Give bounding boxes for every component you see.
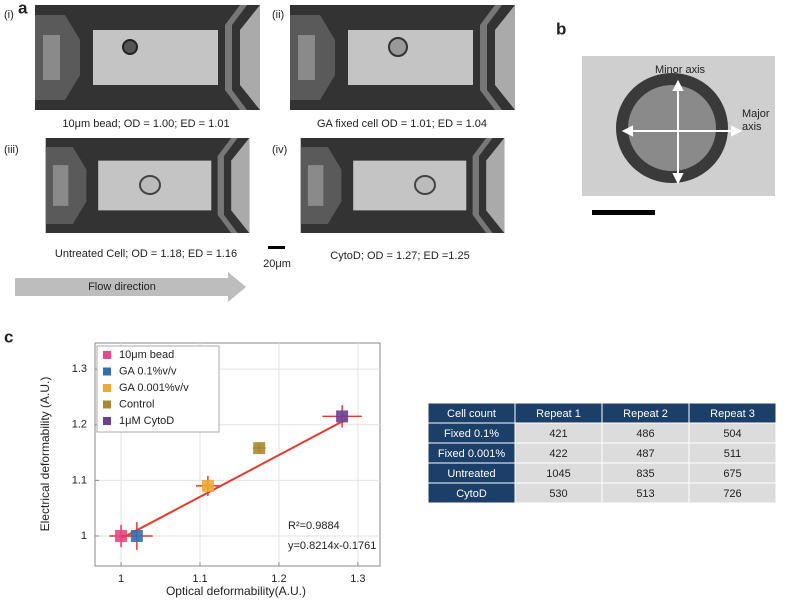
y-axis-title: Electrical deformability (A.U.) bbox=[38, 377, 52, 532]
scale-label: 20μm bbox=[263, 258, 291, 270]
fit-line bbox=[120, 418, 347, 540]
micrograph bbox=[290, 5, 515, 110]
table-text: 422 bbox=[549, 448, 567, 460]
image-label: (ii) bbox=[272, 9, 284, 21]
table-text: Repeat 1 bbox=[536, 408, 581, 420]
table-text: Repeat 3 bbox=[710, 408, 755, 420]
y-tick-label: 1.2 bbox=[72, 419, 87, 431]
legend-swatch bbox=[103, 400, 111, 409]
micrograph bbox=[35, 5, 260, 110]
x-tick-label: 1.1 bbox=[192, 573, 207, 585]
axes-arrows bbox=[621, 79, 743, 185]
axis-name: Minor axis bbox=[655, 64, 706, 76]
table: Cell count Repeat 1 Repeat 2 Repeat 3 Fixed … bbox=[427, 402, 777, 504]
axis-name: Major bbox=[742, 108, 770, 120]
caption: 10μm bead; OD = 1.00; ED = 1.01 bbox=[62, 118, 229, 130]
table-text: 675 bbox=[723, 468, 741, 480]
micrograph bbox=[300, 138, 505, 233]
flow-arrow bbox=[15, 272, 246, 302]
x-tick-label: 1.2 bbox=[271, 573, 286, 585]
marker bbox=[201, 479, 214, 492]
caption: GA fixed cell OD = 1.01; ED = 1.04 bbox=[317, 118, 487, 130]
annotation: R²=0.9884 bbox=[288, 520, 340, 532]
table-text: 835 bbox=[636, 468, 654, 480]
table-text: CytoD bbox=[456, 488, 487, 500]
marker bbox=[130, 529, 143, 542]
table-text: 421 bbox=[549, 428, 567, 440]
legend-swatch bbox=[103, 417, 111, 425]
table-text: 511 bbox=[724, 448, 742, 460]
image-label: (iv) bbox=[272, 144, 287, 156]
legend-label: 1μM CytoD bbox=[119, 415, 174, 427]
x-tick-label: 1.3 bbox=[350, 573, 365, 585]
caption: CytoD; OD = 1.27; ED =1.25 bbox=[330, 250, 469, 262]
image-label: (iii) bbox=[4, 144, 19, 156]
chart: 1 1.1 1.2 1.3 1 1.1 1.2 1.3 10μm bead GA 0.1%v/v G… bbox=[72, 343, 380, 585]
table-text: 1045 bbox=[546, 468, 570, 480]
plot-frame bbox=[94, 342, 381, 567]
legend-label: Control bbox=[119, 398, 154, 410]
table-text: Fixed 0.1% bbox=[444, 428, 499, 440]
panel-label: b bbox=[556, 19, 566, 38]
y-tick-label: 1 bbox=[81, 530, 87, 542]
table-text: 513 bbox=[636, 488, 654, 500]
x-axis-title: Optical deformability(A.U.) bbox=[166, 584, 306, 598]
scale-bar bbox=[268, 246, 285, 249]
flow-label: Flow direction bbox=[88, 281, 156, 293]
legend-swatch bbox=[103, 351, 111, 359]
table-text: Fixed 0.001% bbox=[438, 448, 505, 460]
image-label: (i) bbox=[4, 9, 14, 21]
marker bbox=[253, 442, 266, 455]
panel-label: a bbox=[18, 0, 28, 17]
table-text: Cell count bbox=[447, 408, 496, 420]
legend-swatch bbox=[103, 367, 111, 376]
marker bbox=[336, 410, 349, 423]
caption: Untreated Cell; OD = 1.18; ED = 1.16 bbox=[55, 248, 237, 260]
x-tick-label: 1 bbox=[118, 573, 124, 585]
micrograph bbox=[45, 138, 250, 233]
table-cell bbox=[688, 482, 777, 504]
legend-label: GA 0.001%v/v bbox=[119, 382, 189, 394]
axis-name: axis bbox=[742, 121, 762, 133]
cell bbox=[616, 73, 728, 183]
scale-bar bbox=[592, 210, 655, 215]
table-text: 726 bbox=[723, 488, 741, 500]
y-tick-label: 1.3 bbox=[72, 363, 87, 375]
table-text: Repeat 2 bbox=[623, 408, 668, 420]
panel-label: c bbox=[4, 327, 13, 346]
legend-label: GA 0.1%v/v bbox=[119, 365, 177, 377]
annotation: y=0.8214x-0.1761 bbox=[288, 540, 376, 552]
legend-box bbox=[96, 345, 220, 433]
table-text: Untreated bbox=[447, 468, 495, 480]
legend-swatch bbox=[103, 384, 111, 392]
table-text: 487 bbox=[636, 448, 654, 460]
table-text: 530 bbox=[549, 488, 567, 500]
legend-label: 10μm bead bbox=[119, 349, 174, 361]
y-tick-label: 1.1 bbox=[72, 474, 87, 486]
table-text: 486 bbox=[636, 428, 654, 440]
table-text: 504 bbox=[723, 428, 741, 440]
